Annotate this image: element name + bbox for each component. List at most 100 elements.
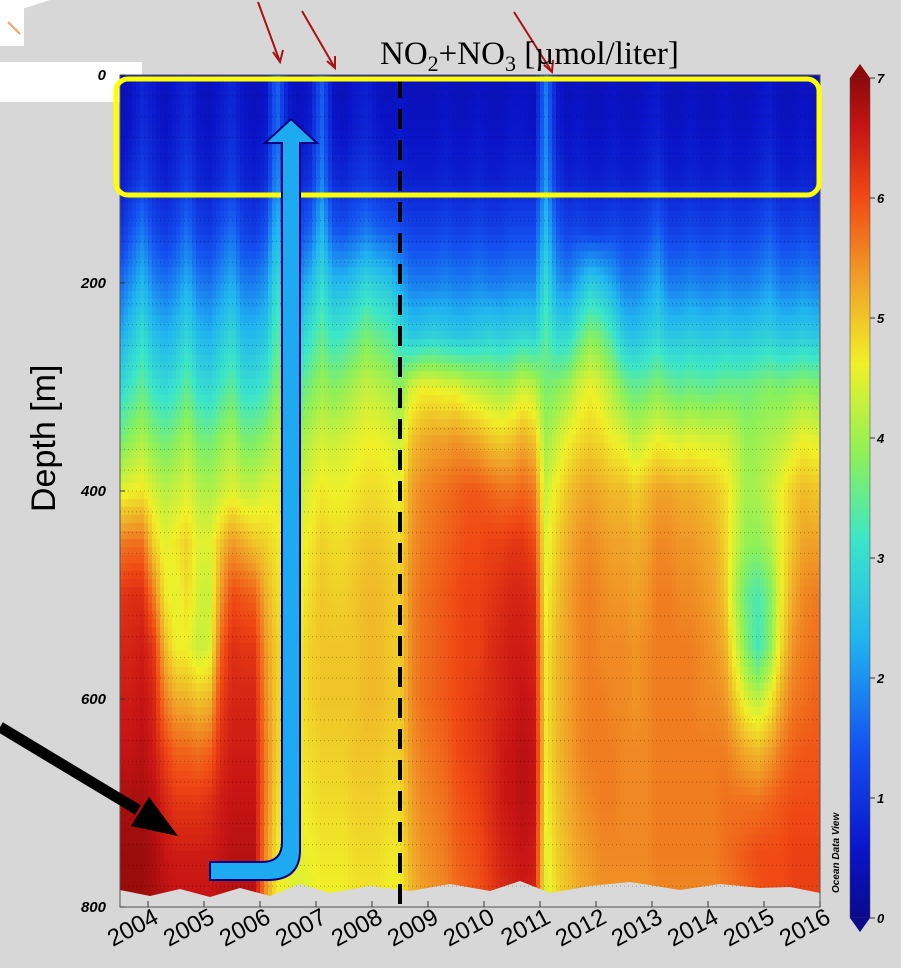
heatmap-cell bbox=[656, 187, 661, 196]
heatmap-cell bbox=[504, 259, 509, 268]
heatmap-cell bbox=[184, 291, 189, 300]
heatmap-cell bbox=[204, 227, 209, 236]
heatmap-cell bbox=[124, 99, 129, 108]
heatmap-cell bbox=[132, 243, 137, 252]
heatmap-cell bbox=[208, 123, 213, 132]
heatmap-cell bbox=[740, 195, 745, 204]
heatmap-cell bbox=[444, 107, 449, 116]
heatmap-cell bbox=[160, 179, 165, 188]
heatmap-cell bbox=[364, 195, 369, 204]
heatmap-cell bbox=[496, 107, 501, 116]
heatmap-cell bbox=[512, 267, 517, 276]
heatmap-cell bbox=[604, 259, 609, 268]
heatmap-cell bbox=[452, 227, 457, 236]
heatmap-cell bbox=[688, 171, 693, 180]
heatmap-cell bbox=[320, 107, 325, 116]
heatmap-cell bbox=[724, 83, 729, 92]
heatmap-cell bbox=[304, 267, 309, 276]
heatmap-cell bbox=[636, 275, 641, 284]
heatmap-cell bbox=[680, 107, 685, 116]
heatmap-cell bbox=[680, 115, 685, 124]
heatmap-cell bbox=[640, 123, 645, 132]
heatmap-cell bbox=[256, 275, 261, 284]
heatmap-cell bbox=[612, 155, 617, 164]
heatmap-cell bbox=[360, 275, 365, 284]
heatmap-cell bbox=[592, 235, 597, 244]
heatmap-cell bbox=[328, 275, 333, 284]
heatmap-cell bbox=[384, 299, 389, 308]
heatmap-cell bbox=[456, 179, 461, 188]
heatmap-cell bbox=[544, 107, 549, 116]
heatmap-cell bbox=[244, 139, 249, 148]
heatmap-cell bbox=[140, 179, 145, 188]
heatmap-cell bbox=[336, 83, 341, 92]
heatmap-cell bbox=[244, 99, 249, 108]
heatmap-cell bbox=[412, 187, 417, 196]
heatmap-cell bbox=[624, 123, 629, 132]
heatmap-cell bbox=[420, 243, 425, 252]
heatmap-cell bbox=[404, 83, 409, 92]
heatmap-cell bbox=[152, 91, 157, 100]
heatmap-cell bbox=[304, 211, 309, 220]
heatmap-cell bbox=[156, 163, 161, 172]
heatmap-cell bbox=[340, 123, 345, 132]
heatmap-cell bbox=[232, 259, 237, 268]
heatmap-cell bbox=[328, 259, 333, 268]
heatmap-cell bbox=[592, 259, 597, 268]
heatmap-cell bbox=[584, 179, 589, 188]
heatmap-cell bbox=[476, 187, 481, 196]
heatmap-cell bbox=[312, 163, 317, 172]
heatmap-cell bbox=[700, 123, 705, 132]
heatmap-cell bbox=[588, 267, 593, 276]
heatmap-cell bbox=[616, 203, 621, 212]
heatmap-cell bbox=[788, 155, 793, 164]
heatmap-cell bbox=[804, 83, 809, 92]
heatmap-cell bbox=[800, 211, 805, 220]
heatmap-cell bbox=[728, 179, 733, 188]
heatmap-cell bbox=[712, 267, 717, 276]
heatmap-cell bbox=[648, 219, 653, 228]
heatmap-cell bbox=[348, 235, 353, 244]
heatmap-cell bbox=[396, 219, 401, 228]
heatmap-cell bbox=[660, 251, 665, 260]
heatmap-cell bbox=[648, 171, 653, 180]
heatmap-cell bbox=[316, 187, 321, 196]
heatmap-cell bbox=[392, 187, 397, 196]
heatmap-cell bbox=[492, 179, 497, 188]
heatmap-cell bbox=[196, 291, 201, 300]
heatmap-cell bbox=[640, 99, 645, 108]
heatmap-cell bbox=[628, 243, 633, 252]
heatmap-cell bbox=[564, 131, 569, 140]
heatmap-cell bbox=[272, 147, 277, 156]
heatmap-cell bbox=[248, 131, 253, 140]
heatmap-cell bbox=[452, 251, 457, 260]
heatmap-cell bbox=[428, 203, 433, 212]
heatmap-cell bbox=[540, 147, 545, 156]
heatmap-cell bbox=[592, 219, 597, 228]
heatmap-cell bbox=[452, 171, 457, 180]
heatmap-cell bbox=[168, 123, 173, 132]
heatmap-cell bbox=[264, 251, 269, 260]
heatmap-cell bbox=[668, 155, 673, 164]
heatmap-cell bbox=[320, 155, 325, 164]
heatmap-cell bbox=[652, 251, 657, 260]
heatmap-cell bbox=[604, 267, 609, 276]
heatmap-cell bbox=[524, 195, 529, 204]
heatmap-cell bbox=[272, 259, 277, 268]
heatmap-cell bbox=[412, 115, 417, 124]
heatmap-cell bbox=[548, 243, 553, 252]
heatmap-cell bbox=[212, 139, 217, 148]
heatmap-cell bbox=[804, 275, 809, 284]
heatmap-cell bbox=[696, 291, 701, 300]
heatmap-cell bbox=[772, 203, 777, 212]
heatmap-cell bbox=[636, 91, 641, 100]
heatmap-cell bbox=[724, 147, 729, 156]
heatmap-cell bbox=[532, 147, 537, 156]
heatmap-cell bbox=[624, 107, 629, 116]
heatmap-cell bbox=[296, 107, 301, 116]
heatmap-cell bbox=[800, 235, 805, 244]
heatmap-cell bbox=[776, 211, 781, 220]
heatmap-cell bbox=[128, 259, 133, 268]
heatmap-cell bbox=[248, 235, 253, 244]
heatmap-cell bbox=[324, 259, 329, 268]
